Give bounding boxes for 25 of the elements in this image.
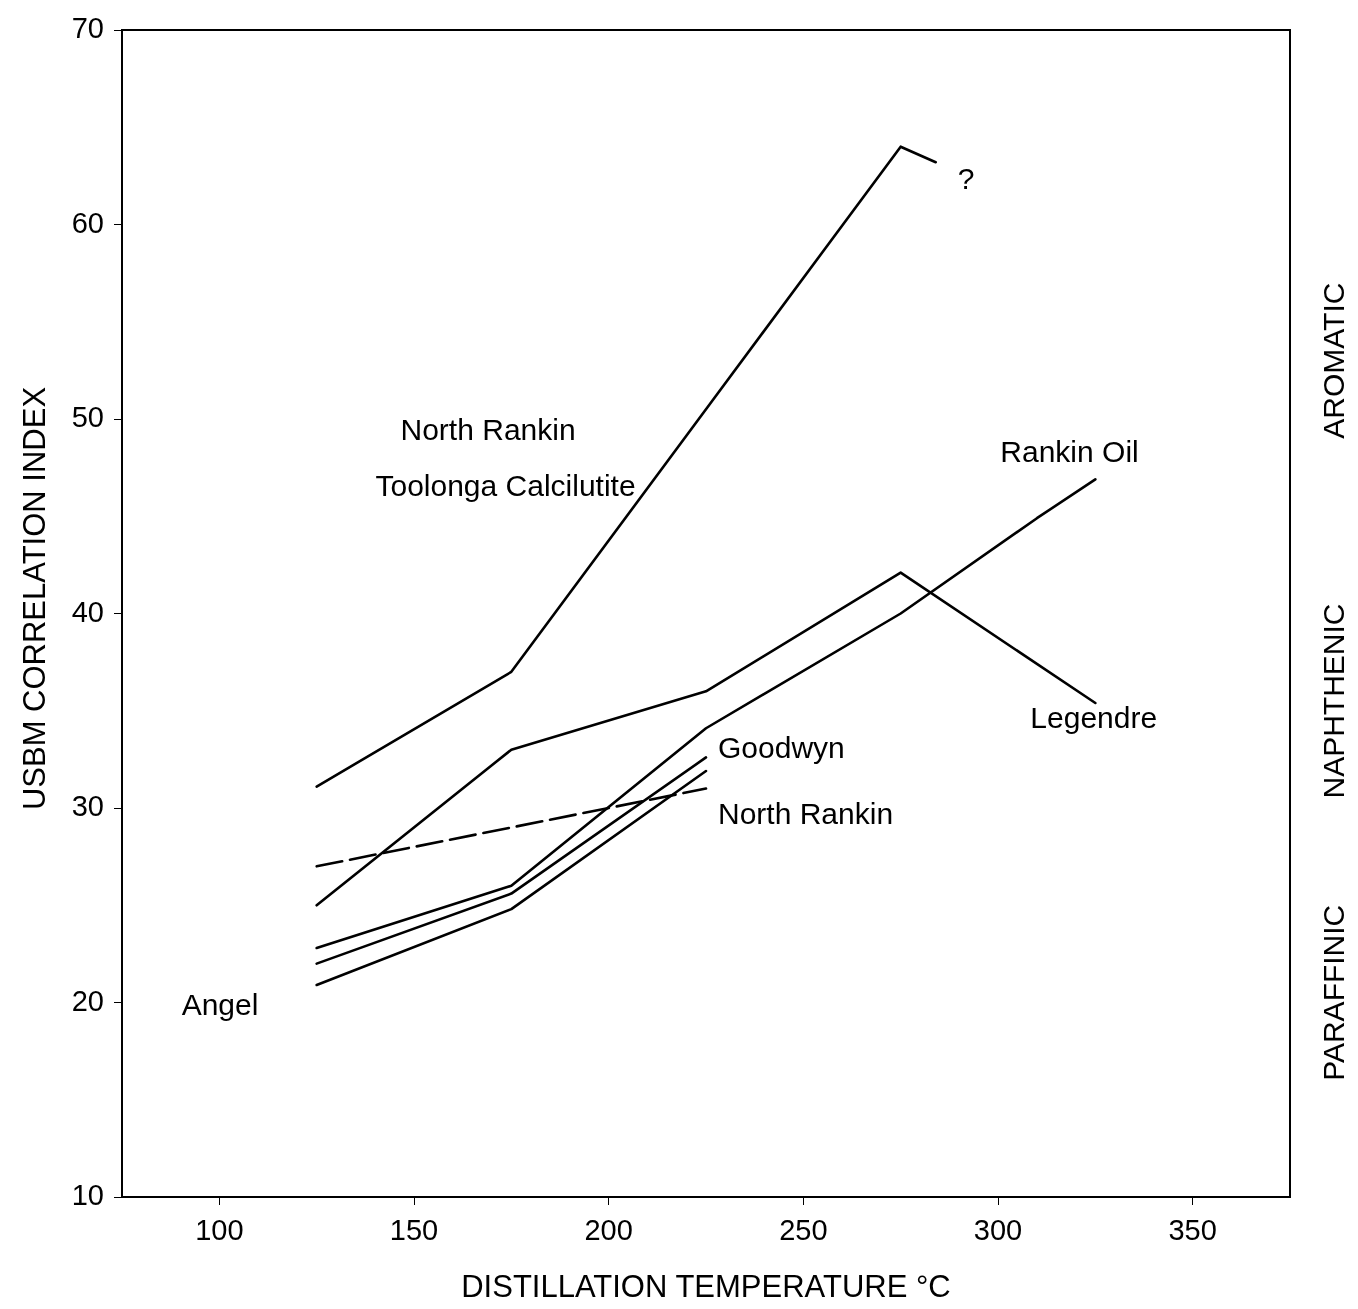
series-label: North Rankin (718, 796, 894, 830)
y-tick-label: 30 (71, 790, 104, 822)
series-label: North Rankin Toolonga Calcilutite (375, 413, 636, 503)
text: NAPHTHENIC (1317, 603, 1351, 799)
y-tick-label: 10 (71, 1179, 104, 1211)
x-tick-label: 300 (973, 1214, 1023, 1247)
series-label: Angel (181, 988, 259, 1022)
x-tick-label: 250 (779, 1214, 828, 1247)
series-label: Goodwyn (718, 730, 845, 764)
x-tick-label: 200 (584, 1214, 633, 1247)
series-label: Rankin Oil (1000, 434, 1139, 468)
y-tick-label: 70 (71, 12, 104, 44)
text: AROMATIC (1317, 282, 1351, 439)
x-tick-label: 100 (195, 1214, 244, 1247)
series-label: Legendre (1030, 701, 1158, 735)
y-tick-label: 20 (71, 984, 104, 1017)
annotation: ? (957, 161, 975, 195)
y-tick-label: 60 (71, 206, 104, 239)
x-axis-title: DISTILLATION TEMPERATURE °C (461, 1268, 951, 1304)
y-tick-label: 40 (71, 595, 104, 628)
text: PARAFFINIC (1317, 904, 1351, 1081)
x-tick-label: 350 (1168, 1214, 1217, 1247)
y-axis-title: USBM CORRELATION INDEX (16, 386, 52, 811)
x-tick-label: 150 (389, 1214, 439, 1247)
y-tick-label: 50 (71, 401, 104, 433)
